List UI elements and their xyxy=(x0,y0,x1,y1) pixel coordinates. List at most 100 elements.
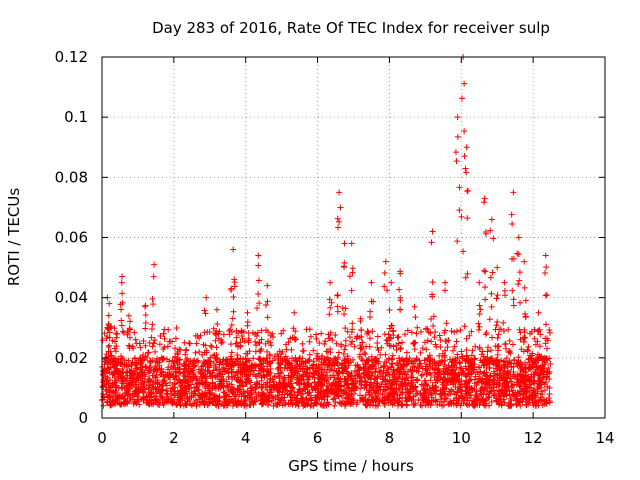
data-point xyxy=(230,246,237,253)
data-point xyxy=(125,381,132,388)
data-point xyxy=(502,292,509,299)
data-point xyxy=(181,395,188,402)
data-point xyxy=(356,370,363,377)
data-point xyxy=(533,364,540,371)
data-point xyxy=(312,385,319,392)
data-point xyxy=(483,329,490,336)
data-point xyxy=(502,345,509,352)
data-point xyxy=(231,279,238,286)
data-point xyxy=(332,355,339,362)
data-point xyxy=(290,325,297,332)
data-point xyxy=(133,377,140,384)
data-point xyxy=(397,306,404,313)
data-point xyxy=(387,335,394,342)
data-point xyxy=(342,342,349,349)
data-point xyxy=(285,400,292,407)
data-point xyxy=(545,395,552,402)
data-point xyxy=(113,330,120,337)
data-point xyxy=(148,364,155,371)
x-tick-label: 4 xyxy=(241,429,251,447)
data-point xyxy=(543,400,550,407)
data-point xyxy=(386,334,393,341)
data-point xyxy=(207,373,214,380)
data-point xyxy=(210,399,217,406)
data-point xyxy=(327,304,334,311)
data-point xyxy=(255,277,262,284)
data-point xyxy=(413,330,420,337)
data-point xyxy=(142,312,149,319)
data-point xyxy=(336,218,343,225)
data-point xyxy=(151,366,158,373)
data-point xyxy=(325,401,332,408)
data-point xyxy=(534,338,541,345)
data-point xyxy=(245,375,252,382)
data-point xyxy=(168,363,175,370)
data-point xyxy=(423,325,430,332)
data-point xyxy=(472,355,479,362)
data-point xyxy=(223,396,230,403)
data-point xyxy=(313,355,320,362)
data-point xyxy=(471,398,478,405)
data-point xyxy=(419,394,426,401)
data-point xyxy=(377,369,384,376)
data-point xyxy=(240,388,247,395)
data-point xyxy=(181,339,188,346)
data-point xyxy=(410,340,417,347)
data-point xyxy=(154,355,161,362)
data-point xyxy=(263,355,270,362)
data-point xyxy=(514,361,521,368)
data-point xyxy=(283,346,290,353)
data-point xyxy=(450,397,457,404)
data-point xyxy=(525,394,532,401)
data-point xyxy=(520,368,527,375)
data-point xyxy=(157,333,164,340)
data-point xyxy=(457,327,464,334)
data-point xyxy=(193,384,200,391)
data-point xyxy=(296,386,303,393)
data-point xyxy=(458,381,465,388)
data-point xyxy=(494,360,501,367)
data-point xyxy=(520,338,527,345)
data-point xyxy=(182,351,189,358)
x-tick-label: 14 xyxy=(595,429,614,447)
data-point xyxy=(356,353,363,360)
data-point xyxy=(259,389,266,396)
data-point xyxy=(410,357,417,364)
data-point xyxy=(161,344,168,351)
data-point xyxy=(395,333,402,340)
data-point xyxy=(524,346,531,353)
data-point xyxy=(372,388,379,395)
data-point xyxy=(486,316,493,323)
data-point xyxy=(244,394,251,401)
data-point xyxy=(384,287,391,294)
data-point xyxy=(510,391,517,398)
data-point xyxy=(401,381,408,388)
data-point xyxy=(488,387,495,394)
data-point xyxy=(261,365,268,372)
data-point xyxy=(422,381,429,388)
data-point xyxy=(195,359,202,366)
data-point xyxy=(428,315,435,322)
data-point xyxy=(461,396,468,403)
data-point xyxy=(126,345,133,352)
data-point xyxy=(304,373,311,380)
data-point xyxy=(220,364,227,371)
data-point xyxy=(335,224,342,231)
data-point xyxy=(117,375,124,382)
data-point xyxy=(235,361,242,368)
data-point xyxy=(395,397,402,404)
data-point xyxy=(411,346,418,353)
data-point xyxy=(443,320,450,327)
data-point xyxy=(320,359,327,366)
data-point xyxy=(226,398,233,405)
data-point xyxy=(442,338,449,345)
data-point xyxy=(101,330,108,337)
data-point xyxy=(218,381,225,388)
data-point xyxy=(459,95,466,102)
data-point xyxy=(457,386,464,393)
data-point xyxy=(380,367,387,374)
data-point xyxy=(230,293,237,300)
data-point xyxy=(244,350,251,357)
data-point xyxy=(233,334,240,341)
data-point xyxy=(398,388,405,395)
